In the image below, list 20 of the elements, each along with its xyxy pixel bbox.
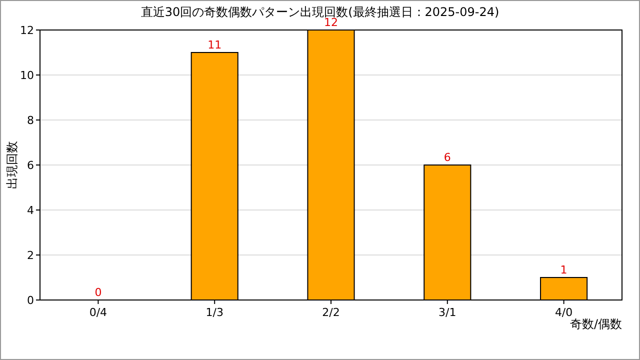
x-tick-label: 1/3 (206, 306, 224, 319)
x-tick-label: 2/2 (322, 306, 340, 319)
y-tick-label: 0 (27, 294, 34, 307)
y-tick-label: 12 (20, 24, 34, 37)
x-tick-label: 0/4 (89, 306, 108, 319)
data-label: 0 (94, 286, 102, 299)
y-tick-label: 10 (20, 69, 34, 82)
x-axis-title: 奇数/偶数 (570, 317, 622, 331)
y-tick-label: 2 (27, 249, 34, 262)
data-label: 11 (208, 38, 222, 52)
x-tick-label: 4/0 (554, 306, 573, 319)
y-tick-label: 4 (27, 204, 34, 217)
chart-title: 直近30回の奇数偶数パターン出現回数(最終抽選日：2025-09-24) (140, 5, 500, 19)
y-tick-label: 8 (27, 114, 34, 127)
y-axis-title: 出現回数 (5, 141, 19, 189)
data-label: 12 (324, 16, 338, 29)
x-tick-label: 3/1 (438, 306, 456, 319)
data-label: 6 (444, 151, 451, 164)
y-tick-label: 6 (27, 159, 34, 172)
data-label: 1 (560, 264, 568, 276)
